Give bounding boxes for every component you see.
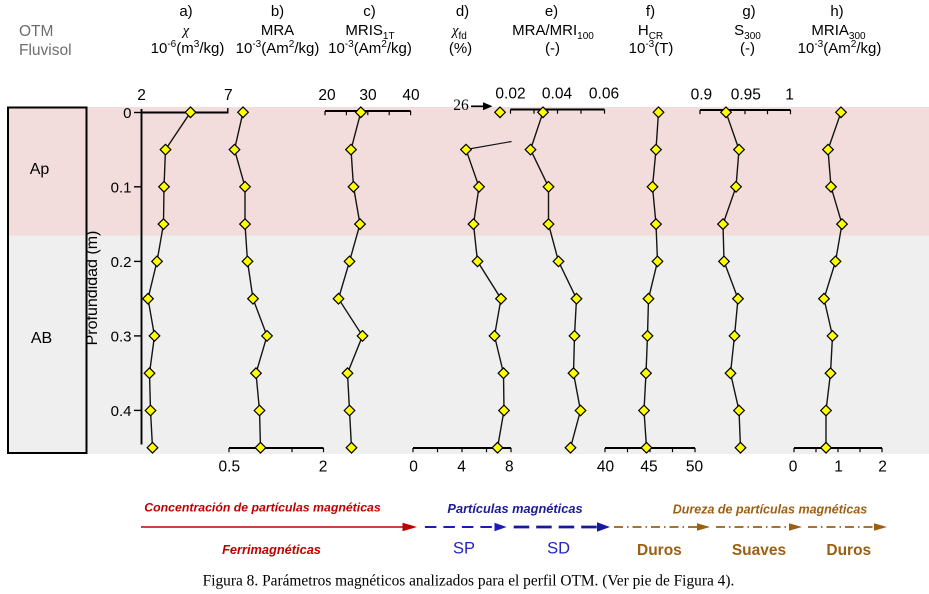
svg-text:Concentración de partículas ma: Concentración de partículas magnéticas [144,501,381,515]
svg-text:0: 0 [409,459,418,476]
svg-text:Dureza de partículas magnética: Dureza de partículas magnéticas [673,503,868,517]
svg-text:Profundidad (m): Profundidad (m) [84,231,101,346]
svg-text:SD: SD [547,540,570,558]
svg-text:h): h) [830,3,843,20]
svg-text:c): c) [363,3,376,20]
svg-text:(%): (%) [449,40,472,57]
svg-text:0.2: 0.2 [111,254,132,271]
svg-text:2: 2 [137,87,146,104]
svg-text:Figura 8. Parámetros magnético: Figura 8. Parámetros magnéticos analizad… [203,573,735,590]
svg-text:MRIS1T: MRIS1T [345,22,394,42]
svg-text:g): g) [742,3,755,20]
svg-text:Partículas magnéticas: Partículas magnéticas [447,501,582,516]
svg-text:10-3(Am2/kg): 10-3(Am2/kg) [236,39,320,57]
svg-text:2: 2 [319,459,328,476]
svg-text:0.3: 0.3 [111,328,132,345]
svg-text:b): b) [271,3,284,20]
svg-text:χ: χ [181,23,190,39]
svg-text:10-6(m3/kg): 10-6(m3/kg) [151,39,225,57]
svg-text:40: 40 [597,459,615,476]
svg-text:0.5: 0.5 [219,459,241,476]
svg-text:0: 0 [789,459,798,476]
svg-text:10-3(Am2/kg): 10-3(Am2/kg) [328,39,412,57]
svg-text:Fluvisol: Fluvisol [19,42,72,59]
svg-text:0: 0 [123,105,131,122]
svg-text:OTM: OTM [19,23,53,40]
svg-text:7: 7 [224,87,233,104]
svg-text:1: 1 [834,459,843,476]
svg-text:AB: AB [31,330,52,347]
svg-text:f): f) [646,3,655,20]
svg-text:Duros: Duros [637,542,682,559]
svg-text:50: 50 [686,459,704,476]
svg-text:SP: SP [453,540,475,558]
svg-text:Duros: Duros [826,542,871,559]
svg-text:0.95: 0.95 [731,87,761,104]
svg-text:0.9: 0.9 [691,87,713,104]
svg-text:MRA/MRI100: MRA/MRI100 [512,22,594,42]
svg-text:0.04: 0.04 [542,86,573,103]
svg-text:1: 1 [785,87,794,104]
svg-text:0.02: 0.02 [495,86,525,103]
svg-text:0.1: 0.1 [111,179,132,196]
svg-text:45: 45 [640,459,657,476]
svg-text:(-): (-) [740,40,755,57]
svg-text:MRA: MRA [261,22,294,39]
svg-text:26: 26 [453,97,469,114]
svg-text:10-3(Am2/kg): 10-3(Am2/kg) [798,39,882,57]
svg-text:8: 8 [505,459,514,476]
svg-text:Ferrimagnéticas: Ferrimagnéticas [222,542,321,557]
svg-text:0.06: 0.06 [589,86,619,103]
svg-text:4: 4 [457,459,466,476]
svg-text:10-3(T): 10-3(T) [629,39,674,57]
svg-text:20: 20 [318,87,336,104]
svg-text:χfd: χfd [450,23,467,42]
svg-text:Suaves: Suaves [732,542,786,559]
svg-text:a): a) [179,3,192,20]
svg-text:e): e) [545,3,558,20]
svg-text:0.4: 0.4 [111,403,132,420]
svg-text:2: 2 [878,459,887,476]
svg-text:Ap: Ap [30,161,50,178]
svg-text:(-): (-) [545,40,560,57]
svg-text:40: 40 [402,87,420,104]
svg-text:30: 30 [359,87,377,104]
svg-text:d): d) [456,3,469,20]
